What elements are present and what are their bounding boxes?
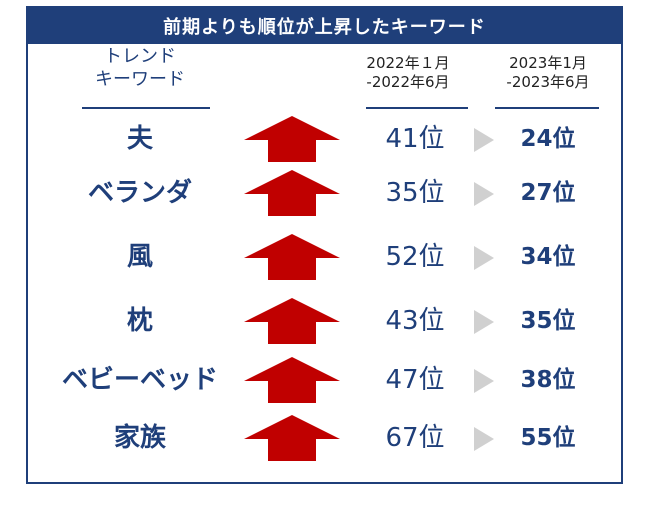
triangle-right-icon (474, 310, 494, 334)
previous-rank: 41位 (385, 124, 445, 154)
period2-header-line2: -2023年6月 (506, 72, 590, 91)
trend-keyword: 枕 (126, 306, 153, 336)
ranking-row: 家族 67位 55位 (0, 413, 650, 463)
period1-header-line2: -2022年6月 (366, 72, 450, 91)
keyword-header-line1: トレンド (104, 46, 176, 67)
up-arrow-icon (244, 298, 340, 344)
period2-header-underline (495, 107, 599, 109)
up-arrow-icon (244, 116, 340, 162)
triangle-right-icon (474, 369, 494, 393)
up-arrow-icon (244, 357, 340, 403)
ranking-panel: 前期よりも順位が上昇したキーワード (26, 6, 623, 484)
panel-title: 前期よりも順位が上昇したキーワード (28, 8, 621, 44)
trend-keyword: 夫 (126, 124, 153, 154)
previous-rank: 43位 (385, 306, 445, 336)
current-rank: 34位 (520, 244, 576, 270)
current-rank: 35位 (520, 308, 576, 334)
trend-keyword: 風 (126, 242, 153, 272)
keyword-header-line2: キーワード (95, 68, 185, 90)
current-rank: 27位 (520, 180, 576, 206)
ranking-row: 風 52位 34位 (0, 232, 650, 282)
previous-rank: 67位 (385, 423, 445, 453)
ranking-row: 夫 41位 24位 (0, 114, 650, 164)
period1-header-underline (366, 107, 468, 109)
trend-keyword: ベランダ (87, 178, 192, 208)
up-arrow-icon (244, 170, 340, 216)
previous-rank: 52位 (385, 242, 445, 272)
up-arrow-icon (244, 234, 340, 280)
keyword-header-underline (82, 107, 210, 109)
current-rank: 38位 (520, 367, 576, 393)
previous-rank: 35位 (385, 178, 445, 208)
period1-column-header: 2022年１月 -2022年6月 (338, 54, 478, 92)
keyword-column-header: トレンド キーワード (70, 46, 210, 91)
current-rank: 55位 (520, 425, 576, 451)
period2-header-line1: 2023年1月 (509, 54, 587, 72)
triangle-right-icon (474, 128, 494, 152)
period1-header-line1: 2022年１月 (366, 54, 450, 72)
triangle-right-icon (474, 427, 494, 451)
up-arrow-icon (244, 415, 340, 461)
previous-rank: 47位 (385, 365, 445, 395)
current-rank: 24位 (520, 126, 576, 152)
ranking-row: 枕 43位 35位 (0, 296, 650, 346)
triangle-right-icon (474, 246, 494, 270)
ranking-row: ベビーベッド 47位 38位 (0, 355, 650, 405)
trend-keyword: 家族 (113, 423, 166, 453)
trend-keyword: ベビーベッド (61, 365, 218, 395)
triangle-right-icon (474, 182, 494, 206)
ranking-row: ベランダ 35位 27位 (0, 168, 650, 218)
period2-column-header: 2023年1月 -2023年6月 (478, 54, 618, 92)
